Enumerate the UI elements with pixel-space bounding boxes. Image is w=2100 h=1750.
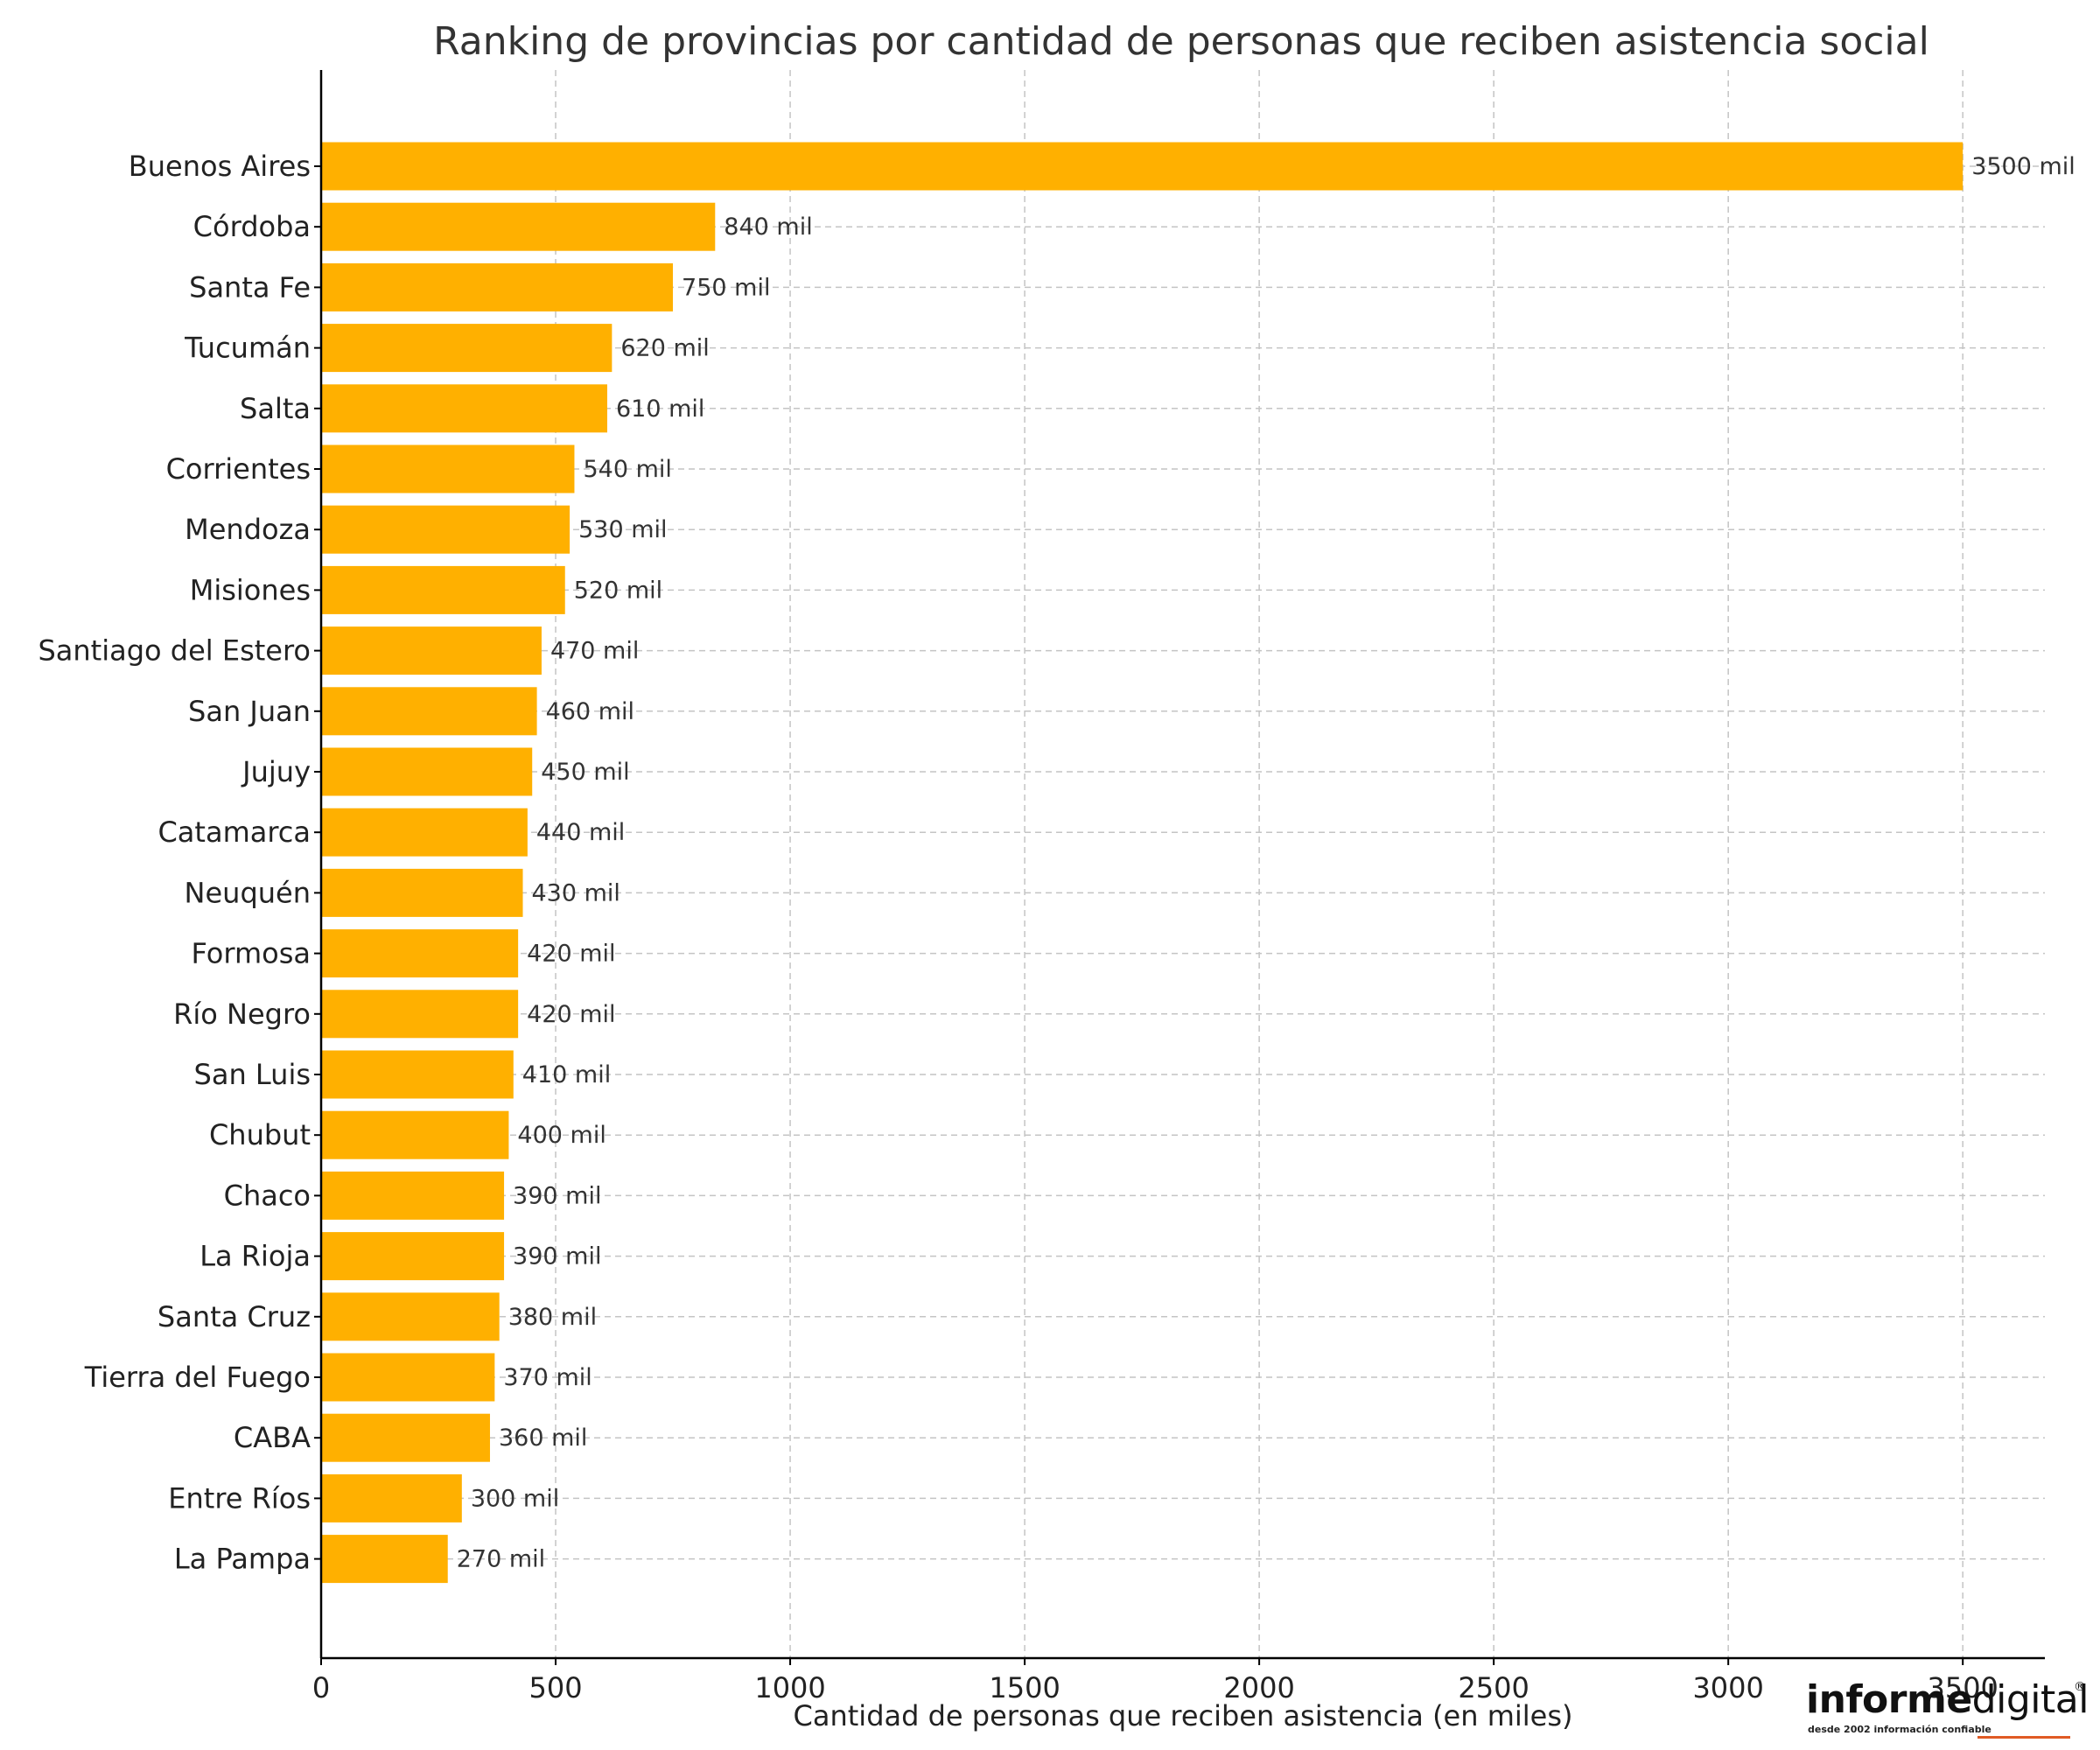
y-tick-label: CABA xyxy=(234,1421,311,1454)
bar-6 xyxy=(321,444,575,494)
data-label: 840 mil xyxy=(724,214,812,241)
logo-brand-bold: informe xyxy=(1806,1677,1972,1722)
data-label: 450 mil xyxy=(541,759,629,786)
bar-7 xyxy=(321,505,570,554)
logo-wordmark: informedigital xyxy=(1806,1678,2089,1722)
y-tick-label: Salta xyxy=(240,392,311,425)
y-tick-label: La Rioja xyxy=(200,1240,311,1273)
data-labels: 3500 mil 840 mil 750 mil 620 mil 610 mil 540 … xyxy=(457,153,2076,1573)
chart-title: Ranking de provincias por cantidad de pe… xyxy=(433,19,1929,64)
x-tick-label: 3000 xyxy=(1692,1671,1763,1704)
data-label: 620 mil xyxy=(620,335,709,362)
data-label: 300 mil xyxy=(471,1485,559,1512)
y-tick-label: Chubut xyxy=(209,1118,311,1152)
data-label: 410 mil xyxy=(522,1061,611,1088)
logo-tagline: desde 2002 información confiable xyxy=(1808,1724,1992,1735)
bar-12 xyxy=(321,808,528,857)
bar-13 xyxy=(321,868,523,917)
data-label: 750 mil xyxy=(682,274,770,301)
bar-9 xyxy=(321,626,542,676)
x-axis-label: Cantidad de personas que reciben asisten… xyxy=(794,1699,1573,1732)
data-label: 530 mil xyxy=(578,516,667,543)
y-tick-label: Entre Ríos xyxy=(168,1481,311,1515)
x-tick-label: 2500 xyxy=(1458,1671,1529,1704)
data-label: 370 mil xyxy=(503,1364,592,1391)
data-label: 270 mil xyxy=(457,1546,545,1573)
x-tick-label: 1000 xyxy=(754,1671,825,1704)
logo-brand-light: digital xyxy=(1971,1677,2090,1722)
logo-registered-mark: ® xyxy=(2074,1680,2086,1694)
y-tick-label: Tucumán xyxy=(184,332,311,365)
data-label: 470 mil xyxy=(550,638,639,665)
y-tick-label: Mendoza xyxy=(185,513,311,546)
bar-10 xyxy=(321,687,537,736)
bar-8 xyxy=(321,565,565,614)
data-label: 3500 mil xyxy=(1971,153,2076,180)
data-label: 390 mil xyxy=(513,1182,601,1209)
y-tick-label: Formosa xyxy=(192,937,311,970)
bar-3 xyxy=(321,262,674,312)
y-tick-label: Neuquén xyxy=(185,876,311,909)
data-label: 420 mil xyxy=(527,1001,615,1028)
bar-11 xyxy=(321,747,533,796)
bar-15 xyxy=(321,990,519,1039)
bar-20 xyxy=(321,1292,500,1341)
bar-24 xyxy=(321,1535,448,1584)
informedigital-logo: informedigital ® desde 2002 información … xyxy=(1806,1678,2089,1741)
data-label: 440 mil xyxy=(536,819,625,846)
logo-underline xyxy=(1978,1736,2070,1739)
data-label: 520 mil xyxy=(574,577,662,604)
y-tick-label: San Juan xyxy=(188,695,311,728)
x-tick-label: 0 xyxy=(312,1671,330,1704)
x-tick-label: 2000 xyxy=(1223,1671,1294,1704)
bar-2 xyxy=(321,202,716,251)
bar-4 xyxy=(321,324,612,373)
y-tick-label: Río Negro xyxy=(173,998,311,1031)
data-label: 420 mil xyxy=(527,941,615,968)
y-tick-label: Santiago del Estero xyxy=(38,634,311,668)
bar-22 xyxy=(321,1413,490,1462)
bar-18 xyxy=(321,1171,505,1220)
y-tick-label: Catamarca xyxy=(158,816,311,849)
x-tick-label: 3500 xyxy=(1927,1671,1998,1704)
data-label: 390 mil xyxy=(513,1243,601,1270)
bar-14 xyxy=(321,929,519,978)
y-tick-label: Córdoba xyxy=(193,210,311,243)
y-tick-label: Chaco xyxy=(224,1179,311,1212)
x-tick-label: 500 xyxy=(528,1671,582,1704)
bar-5 xyxy=(321,384,607,433)
y-tick-label: San Luis xyxy=(194,1058,311,1091)
x-tick-label: 1500 xyxy=(989,1671,1060,1704)
bar-1 xyxy=(321,142,1964,191)
y-tick-label: Santa Cruz xyxy=(158,1300,311,1334)
data-label: 360 mil xyxy=(499,1424,587,1452)
y-tick-labels: Buenos Aires Córdoba Santa Fe Tucumán Salta C… xyxy=(38,150,321,1576)
y-tick-label: Santa Fe xyxy=(189,270,311,304)
bar-16 xyxy=(321,1050,514,1099)
y-tick-label: Corrientes xyxy=(166,452,311,486)
data-label: 400 mil xyxy=(517,1122,606,1149)
data-label: 540 mil xyxy=(583,456,671,483)
x-tick-labels: 0 500 1000 1500 2000 2500 3000 3500 xyxy=(312,1658,1998,1704)
data-label: 430 mil xyxy=(532,879,620,906)
bar-17 xyxy=(321,1110,509,1159)
y-tick-label: Tierra del Fuego xyxy=(84,1361,311,1394)
bars xyxy=(321,142,1964,1584)
y-tick-label: Jujuy xyxy=(241,755,311,788)
bar-21 xyxy=(321,1353,495,1402)
bar-19 xyxy=(321,1232,505,1281)
data-label: 610 mil xyxy=(616,396,704,423)
data-label: 380 mil xyxy=(508,1304,597,1331)
y-tick-label: Misiones xyxy=(190,573,311,606)
y-tick-label: Buenos Aires xyxy=(129,150,311,183)
y-tick-label: La Pampa xyxy=(174,1543,311,1576)
bar-23 xyxy=(321,1474,462,1522)
data-label: 460 mil xyxy=(546,698,634,725)
